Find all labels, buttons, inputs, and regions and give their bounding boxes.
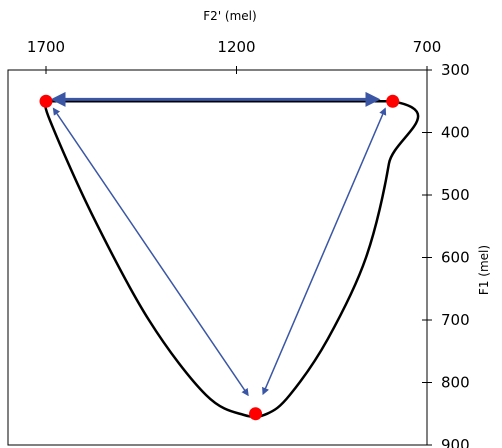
y-tick-label: 800: [441, 374, 470, 392]
x-axis-title: F2' (mel): [203, 9, 256, 23]
y-tick-label: 500: [441, 186, 470, 204]
y-tick-label: 700: [441, 311, 470, 329]
y-tick-label: 300: [441, 61, 470, 79]
point-layer: [39, 94, 400, 421]
arrow-3: [262, 107, 387, 396]
x-tick-layer: 1700 1200 700: [27, 38, 441, 74]
arrow-2: [52, 107, 249, 397]
y-tick-label: 900: [441, 436, 470, 448]
x-tick-label: 1700: [27, 38, 65, 56]
y-tick-layer: 300 400 500 600 700 800 900: [422, 61, 470, 448]
data-point-2: [386, 94, 400, 108]
arrow-layer: [50, 91, 387, 397]
y-tick-label: 400: [441, 124, 470, 142]
plot-area: [7, 69, 428, 446]
y-tick-label: 600: [441, 249, 470, 267]
y-axis-title: F1 (mel): [477, 245, 491, 295]
data-point-1: [39, 94, 53, 108]
data-point-3: [249, 407, 263, 421]
x-tick-label: 700: [413, 38, 442, 56]
x-tick-label: 1200: [217, 38, 255, 56]
